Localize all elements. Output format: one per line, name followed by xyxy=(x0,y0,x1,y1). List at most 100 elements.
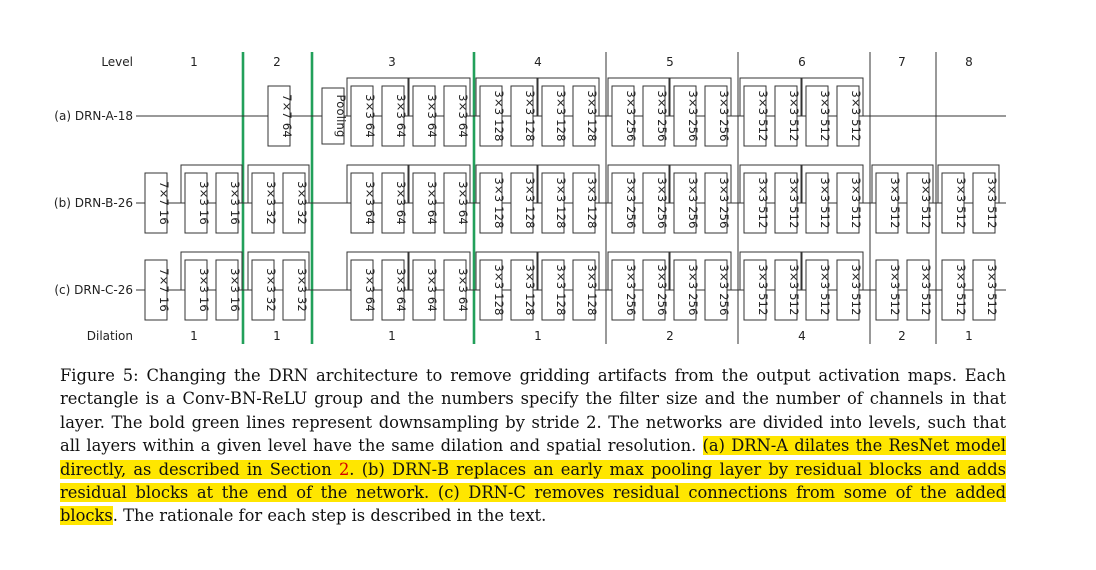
layer-rect xyxy=(572,172,596,234)
conv-layer-box: 3×3 512 xyxy=(805,259,832,321)
conv-layer-box: 3×3 64 xyxy=(412,172,439,234)
layer-label: 3×3 256 xyxy=(686,177,700,228)
layer-label: 3×3 512 xyxy=(888,264,902,315)
layer-rect xyxy=(836,172,860,234)
layer-label: 3×3 256 xyxy=(655,177,669,228)
layer-rect xyxy=(215,172,239,234)
level-header: Level xyxy=(101,55,133,69)
layer-rect xyxy=(510,85,534,147)
residual-connection xyxy=(537,77,600,116)
layer-label: 3×3 256 xyxy=(717,177,731,228)
conv-layer-box: 3×3 16 xyxy=(184,259,211,321)
layer-label: 3×3 512 xyxy=(818,90,832,141)
conv-layer-box: 3×3 256 xyxy=(673,85,700,147)
layer-label: 3×3 512 xyxy=(787,90,801,141)
conv-layer-box: 3×3 128 xyxy=(572,172,599,234)
residual-connection xyxy=(180,164,243,203)
figure-caption: Figure 5: Changing the DRN architecture … xyxy=(60,364,1006,528)
layer-rect xyxy=(774,172,798,234)
level-number: 5 xyxy=(666,55,674,69)
layer-label: 3×3 32 xyxy=(295,268,309,312)
layer-label: 7×7 16 xyxy=(157,268,171,312)
layer-rect xyxy=(267,85,291,147)
layer-rect xyxy=(541,172,565,234)
layer-rect xyxy=(381,85,405,147)
layer-label: 3×3 64 xyxy=(394,94,408,138)
layer-label: 3×3 512 xyxy=(818,264,832,315)
residual-connection xyxy=(871,164,934,203)
layer-label: 3×3 256 xyxy=(655,90,669,141)
level-number: 7 xyxy=(898,55,906,69)
level-number: 1 xyxy=(190,55,198,69)
level-numbers: 1 2 3 4 5 6 7 8 xyxy=(190,55,973,69)
layer-rect xyxy=(704,172,728,234)
layer-label: 3×3 32 xyxy=(295,181,309,225)
layer-label: 3×3 128 xyxy=(554,264,568,315)
pooling-layer: Pooling xyxy=(321,87,348,145)
dilation-value: 1 xyxy=(534,329,542,343)
layer-rect xyxy=(541,259,565,321)
layer-rect xyxy=(412,172,436,234)
conv-layer-box: 3×3 512 xyxy=(875,259,902,321)
layer-label: Pooling xyxy=(334,95,348,138)
layer-rect xyxy=(510,172,534,234)
layer-rect xyxy=(350,259,374,321)
residual-connection xyxy=(475,164,538,203)
conv-layer-box: 3×3 256 xyxy=(673,259,700,321)
conv-layer-box: 3×3 16 xyxy=(215,172,242,234)
layer-label: 3×3 64 xyxy=(425,181,439,225)
layer-rect xyxy=(144,172,168,234)
residual-connection xyxy=(739,77,802,116)
residual-connection xyxy=(739,164,802,203)
dilation-value: 1 xyxy=(388,329,396,343)
row-label: (b) DRN-B-26 xyxy=(54,196,133,210)
residual-connection xyxy=(739,251,802,290)
layer-label: 3×3 64 xyxy=(456,181,470,225)
conv-layer-box: 3×3 16 xyxy=(215,259,242,321)
layer-label: 3×3 128 xyxy=(585,264,599,315)
layer-label: 3×3 128 xyxy=(492,177,506,228)
residual-connection xyxy=(408,251,471,290)
layer-label: 3×3 512 xyxy=(787,177,801,228)
residual-connection xyxy=(408,164,471,203)
conv-layer-box: 3×3 512 xyxy=(805,172,832,234)
residual-connection xyxy=(475,251,538,290)
section-reference-link[interactable]: 2 xyxy=(338,459,350,479)
conv-layer-box: 3×3 256 xyxy=(611,172,638,234)
layer-rect xyxy=(673,85,697,147)
layer-rect xyxy=(704,85,728,147)
conv-layer-box: 3×3 512 xyxy=(743,85,770,147)
conv-layer-box: 3×3 256 xyxy=(642,85,669,147)
layer-label: 3×3 256 xyxy=(624,264,638,315)
layer-rect xyxy=(251,259,275,321)
layer-label: 7×7 64 xyxy=(280,94,294,138)
caption-highlight-text-bc: . (b) DRN-B replaces an early max poolin… xyxy=(60,459,1006,526)
level-number: 6 xyxy=(798,55,806,69)
residual-connection xyxy=(669,164,732,203)
conv-layer-box: 3×3 512 xyxy=(836,172,863,234)
residual-connection xyxy=(801,251,864,290)
conv-layer-box: 3×3 512 xyxy=(941,259,968,321)
layer-label: 3×3 512 xyxy=(919,264,933,315)
layer-rect xyxy=(906,259,930,321)
layer-label: 3×3 16 xyxy=(228,181,242,225)
conv-layer-box: 3×3 256 xyxy=(704,259,731,321)
layer-label: 3×3 512 xyxy=(954,177,968,228)
conv-layer-box: 3×3 512 xyxy=(774,85,801,147)
level-number: 8 xyxy=(965,55,973,69)
layer-rect xyxy=(875,172,899,234)
residual-connection xyxy=(669,77,732,116)
layer-rect xyxy=(350,85,374,147)
conv-layer-box: 3×3 128 xyxy=(479,85,506,147)
conv-layer-box: 3×3 128 xyxy=(572,259,599,321)
layer-rect xyxy=(479,259,503,321)
conv-layer-box: 3×3 128 xyxy=(510,85,537,147)
layer-label: 3×3 512 xyxy=(985,177,999,228)
network-row: (a) DRN-A-18 7×7 64 Pooling 3×3 64 3×3 64 3×3… xyxy=(54,77,1006,147)
layer-rect xyxy=(774,259,798,321)
conv-layer-box: 3×3 512 xyxy=(805,85,832,147)
layer-rect xyxy=(805,172,829,234)
layer-label: 3×3 128 xyxy=(585,90,599,141)
conv-layer-box: 3×3 32 xyxy=(282,172,309,234)
layer-rect xyxy=(479,85,503,147)
